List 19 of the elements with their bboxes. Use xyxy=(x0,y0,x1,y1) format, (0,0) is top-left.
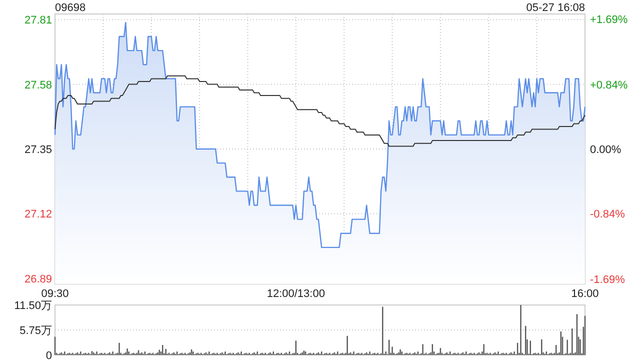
y2-tick-label: +1.69% xyxy=(590,14,628,26)
y2-tick-label: -1.69% xyxy=(590,274,626,286)
y-tick-label: 26.89 xyxy=(24,273,52,286)
chart-title: 09698 xyxy=(55,2,86,14)
y2-tick-label: +0.84% xyxy=(590,79,628,92)
y-tick-label: 0 xyxy=(46,350,52,360)
x-tick-label: 16:00 xyxy=(571,288,599,300)
y-tick-label: 5.75万 xyxy=(20,325,52,337)
x-tick-label: 12:00/13:00 xyxy=(266,288,325,300)
text: 05-27 16:08 xyxy=(526,2,585,14)
line-series xyxy=(54,75,586,147)
y2-tick-label: 0.00% xyxy=(590,144,622,156)
y2-tick-label: -0.84% xyxy=(590,208,626,221)
y-tick-label: 27.81 xyxy=(24,14,52,27)
x-tick-label: 09:30 xyxy=(41,288,69,300)
y-tick-label: 11.50万 xyxy=(14,300,52,312)
y-tick-label: 27.58 xyxy=(24,79,52,92)
y-tick-label: 27.12 xyxy=(24,208,52,221)
y-tick-label: 27.35 xyxy=(24,144,52,156)
